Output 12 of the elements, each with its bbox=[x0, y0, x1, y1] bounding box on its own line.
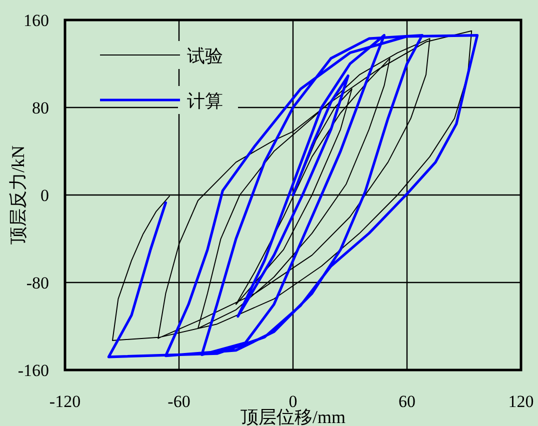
legend-label: 计算 bbox=[187, 91, 223, 111]
x-tick-label: -60 bbox=[168, 392, 190, 411]
y-tick-label: 0 bbox=[40, 186, 49, 205]
x-tick-label: 120 bbox=[508, 392, 534, 411]
y-axis-title: 顶层反力/kN bbox=[8, 146, 28, 244]
y-tick-label: -80 bbox=[26, 274, 49, 292]
y-tick-label: 160 bbox=[24, 11, 49, 30]
y-tick-label: 80 bbox=[32, 98, 49, 118]
x-tick-label: -120 bbox=[49, 392, 81, 411]
x-tick-label: 60 bbox=[398, 392, 416, 411]
y-tick-label: -160 bbox=[18, 361, 49, 380]
legend-label: 试验 bbox=[187, 46, 223, 66]
